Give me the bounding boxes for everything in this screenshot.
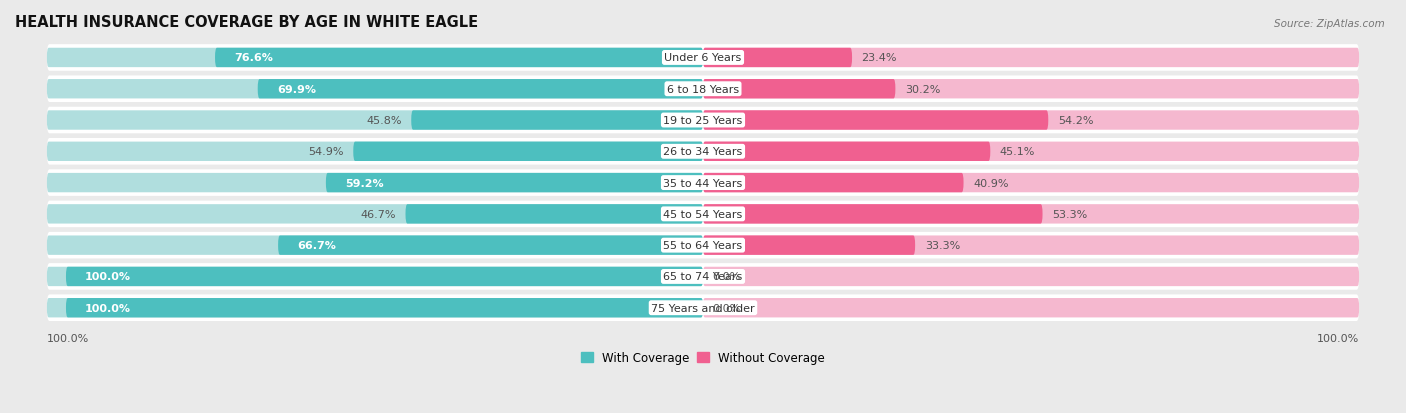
FancyBboxPatch shape xyxy=(405,205,703,224)
Text: 6 to 18 Years: 6 to 18 Years xyxy=(666,85,740,95)
Text: 40.9%: 40.9% xyxy=(973,178,1008,188)
FancyBboxPatch shape xyxy=(703,142,990,161)
FancyBboxPatch shape xyxy=(703,236,1360,255)
FancyBboxPatch shape xyxy=(703,205,1360,224)
FancyBboxPatch shape xyxy=(66,267,703,287)
FancyBboxPatch shape xyxy=(46,236,703,255)
Text: 53.3%: 53.3% xyxy=(1052,209,1087,219)
Text: HEALTH INSURANCE COVERAGE BY AGE IN WHITE EAGLE: HEALTH INSURANCE COVERAGE BY AGE IN WHIT… xyxy=(15,15,478,30)
FancyBboxPatch shape xyxy=(66,298,703,318)
FancyBboxPatch shape xyxy=(46,80,703,99)
Text: 100.0%: 100.0% xyxy=(46,333,89,343)
Text: 76.6%: 76.6% xyxy=(235,53,273,63)
FancyBboxPatch shape xyxy=(46,142,703,161)
FancyBboxPatch shape xyxy=(703,173,1360,193)
Text: 33.3%: 33.3% xyxy=(925,240,960,251)
Text: 69.9%: 69.9% xyxy=(277,85,316,95)
Text: 26 to 34 Years: 26 to 34 Years xyxy=(664,147,742,157)
Text: 45.8%: 45.8% xyxy=(366,116,402,126)
FancyBboxPatch shape xyxy=(703,111,1049,131)
FancyBboxPatch shape xyxy=(46,49,703,68)
Text: Source: ZipAtlas.com: Source: ZipAtlas.com xyxy=(1274,19,1385,28)
FancyBboxPatch shape xyxy=(326,173,703,193)
Text: 19 to 25 Years: 19 to 25 Years xyxy=(664,116,742,126)
FancyBboxPatch shape xyxy=(46,170,1360,197)
FancyBboxPatch shape xyxy=(46,232,1360,259)
Text: 100.0%: 100.0% xyxy=(86,303,131,313)
FancyBboxPatch shape xyxy=(46,45,1360,71)
FancyBboxPatch shape xyxy=(703,111,1360,131)
FancyBboxPatch shape xyxy=(46,298,703,318)
FancyBboxPatch shape xyxy=(353,142,703,161)
Text: Under 6 Years: Under 6 Years xyxy=(665,53,741,63)
Text: 0.0%: 0.0% xyxy=(713,303,741,313)
FancyBboxPatch shape xyxy=(703,267,1360,287)
FancyBboxPatch shape xyxy=(278,236,703,255)
FancyBboxPatch shape xyxy=(46,267,703,287)
FancyBboxPatch shape xyxy=(703,49,852,68)
Text: 66.7%: 66.7% xyxy=(297,240,336,251)
Text: 55 to 64 Years: 55 to 64 Years xyxy=(664,240,742,251)
Text: 23.4%: 23.4% xyxy=(862,53,897,63)
FancyBboxPatch shape xyxy=(703,173,963,193)
FancyBboxPatch shape xyxy=(46,111,703,131)
Text: 100.0%: 100.0% xyxy=(1317,333,1360,343)
Text: 54.2%: 54.2% xyxy=(1057,116,1094,126)
FancyBboxPatch shape xyxy=(703,49,1360,68)
Text: 45.1%: 45.1% xyxy=(1000,147,1035,157)
FancyBboxPatch shape xyxy=(46,201,1360,228)
FancyBboxPatch shape xyxy=(215,49,703,68)
FancyBboxPatch shape xyxy=(703,205,1042,224)
Legend: With Coverage, Without Coverage: With Coverage, Without Coverage xyxy=(576,347,830,369)
Text: 75 Years and older: 75 Years and older xyxy=(651,303,755,313)
FancyBboxPatch shape xyxy=(46,205,703,224)
FancyBboxPatch shape xyxy=(46,263,1360,290)
FancyBboxPatch shape xyxy=(46,76,1360,103)
FancyBboxPatch shape xyxy=(46,107,1360,134)
FancyBboxPatch shape xyxy=(46,173,703,193)
Text: 59.2%: 59.2% xyxy=(344,178,384,188)
Text: 100.0%: 100.0% xyxy=(86,272,131,282)
FancyBboxPatch shape xyxy=(46,139,1360,165)
FancyBboxPatch shape xyxy=(411,111,703,131)
Text: 30.2%: 30.2% xyxy=(905,85,941,95)
FancyBboxPatch shape xyxy=(703,80,896,99)
Text: 54.9%: 54.9% xyxy=(308,147,343,157)
FancyBboxPatch shape xyxy=(257,80,703,99)
Text: 45 to 54 Years: 45 to 54 Years xyxy=(664,209,742,219)
Text: 0.0%: 0.0% xyxy=(713,272,741,282)
FancyBboxPatch shape xyxy=(703,80,1360,99)
Text: 65 to 74 Years: 65 to 74 Years xyxy=(664,272,742,282)
Text: 35 to 44 Years: 35 to 44 Years xyxy=(664,178,742,188)
FancyBboxPatch shape xyxy=(703,298,1360,318)
FancyBboxPatch shape xyxy=(703,236,915,255)
FancyBboxPatch shape xyxy=(703,142,1360,161)
FancyBboxPatch shape xyxy=(46,295,1360,321)
Text: 46.7%: 46.7% xyxy=(360,209,396,219)
